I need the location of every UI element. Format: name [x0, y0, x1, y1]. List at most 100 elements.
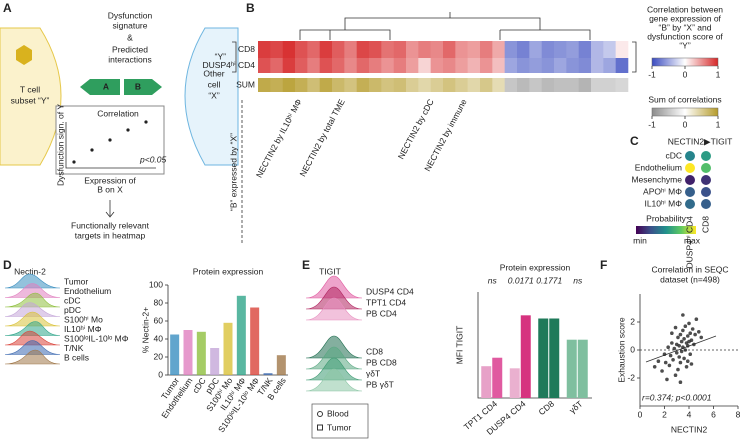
heatmap-cell — [603, 78, 616, 92]
heatmap-cell — [529, 41, 542, 58]
dot — [701, 163, 711, 173]
y-tick-label: 100 — [149, 279, 163, 289]
histogram-label: Endothelium — [64, 286, 111, 296]
point — [656, 359, 661, 364]
heatmap-cell — [393, 78, 407, 92]
point — [693, 332, 697, 337]
histogram — [4, 321, 61, 336]
column-label: CD8 — [700, 216, 710, 233]
y-tick-label: 0 — [158, 369, 163, 379]
heatmap-cell — [455, 58, 468, 73]
blood-symbol — [317, 411, 323, 417]
heatmap-cell — [492, 78, 505, 92]
heatmap-cell — [480, 78, 493, 92]
histogram-label: DUSP4 CD4 — [366, 286, 414, 296]
point — [678, 360, 683, 365]
row-label: CD8 — [238, 44, 255, 54]
heatmap-cell — [455, 41, 468, 58]
point — [673, 325, 678, 330]
point — [676, 335, 680, 340]
heatmap-cell — [578, 58, 592, 73]
outcome-label: targets in heatmap — [75, 230, 146, 240]
heatmap-cell — [344, 41, 357, 58]
bar — [223, 322, 233, 375]
legend-title: Probability — [646, 213, 686, 223]
heatmap-cell — [344, 78, 357, 92]
histogram — [305, 368, 363, 392]
point — [690, 327, 695, 331]
dot — [685, 163, 695, 173]
panel-letter: B — [246, 1, 255, 15]
signature-label: signature — [113, 20, 148, 30]
bar — [549, 318, 560, 398]
down-arrow — [105, 200, 115, 218]
point — [685, 359, 690, 364]
legend-tick-label: 1 — [716, 119, 721, 129]
y-tick-label: 80 — [154, 297, 164, 307]
heatmap-cell — [480, 41, 493, 58]
heatmap-cell — [282, 78, 296, 92]
histogram-title: TIGIT — [319, 266, 341, 276]
receptor-label: B — [135, 81, 141, 91]
heatmap-cell — [430, 58, 444, 73]
dot — [685, 199, 695, 209]
heatmap-cell — [566, 78, 579, 92]
heatmap-cell — [578, 41, 592, 58]
point — [673, 373, 678, 378]
heatmap-cell — [615, 78, 629, 92]
y-tick-label: 40 — [154, 333, 164, 343]
bar — [538, 318, 549, 398]
bar — [520, 315, 531, 398]
point — [666, 345, 670, 350]
receptor-arrow — [124, 79, 162, 95]
panel-letter: A — [3, 1, 12, 15]
histogram-label: PB CD8 — [366, 357, 397, 367]
heatmap-cell — [504, 41, 518, 58]
point — [674, 351, 679, 355]
heatmap-cell — [455, 78, 468, 92]
point — [663, 360, 668, 365]
point — [688, 331, 693, 336]
point — [683, 324, 688, 329]
dot — [685, 151, 695, 161]
histogram-label: PB γδT — [366, 379, 394, 389]
heatmap-cell — [406, 78, 419, 92]
t-cell-label: subset “Y” — [11, 95, 50, 105]
histogram-label: S100ʰⁱ Mo — [64, 314, 103, 324]
p-value: 0.1771 — [536, 275, 562, 285]
heatmap-cell — [344, 58, 357, 73]
legend-min: min — [633, 235, 647, 245]
bar — [577, 339, 588, 398]
bar — [210, 348, 220, 375]
sum-colorbar — [651, 107, 719, 117]
histogram-label: γδT — [366, 368, 380, 378]
point — [672, 346, 677, 351]
heatmap-cell — [443, 78, 456, 92]
heatmap-cell — [369, 41, 382, 58]
interactions-label: interactions — [108, 54, 151, 64]
point — [694, 317, 699, 322]
point — [687, 321, 691, 326]
bar — [263, 373, 273, 375]
x-label: “B” expressed by “X” — [228, 133, 238, 211]
point — [681, 328, 685, 333]
point — [662, 352, 667, 357]
x-axis-label: NECTIN2 — [671, 424, 708, 434]
heatmap-cell — [504, 58, 518, 73]
heatmap-cell — [443, 58, 456, 73]
histogram-label: T/NK — [64, 343, 84, 353]
heatmap-cell — [418, 41, 431, 58]
inset-x-label: Expression of — [84, 175, 136, 185]
chart-title: Protein expression — [500, 262, 571, 272]
point — [668, 353, 673, 358]
x-tick-label: CD8 — [537, 398, 557, 417]
dot — [701, 175, 711, 185]
dot — [701, 151, 711, 161]
histogram-label: TPT1 CD4 — [366, 297, 406, 307]
point — [681, 345, 685, 350]
point — [685, 334, 690, 338]
legend-tick-label: 0 — [683, 119, 688, 129]
row-label: APOʰⁱ MΦ — [643, 186, 682, 196]
y-tick-label: 60 — [154, 315, 164, 325]
heatmap-cell — [517, 41, 530, 58]
